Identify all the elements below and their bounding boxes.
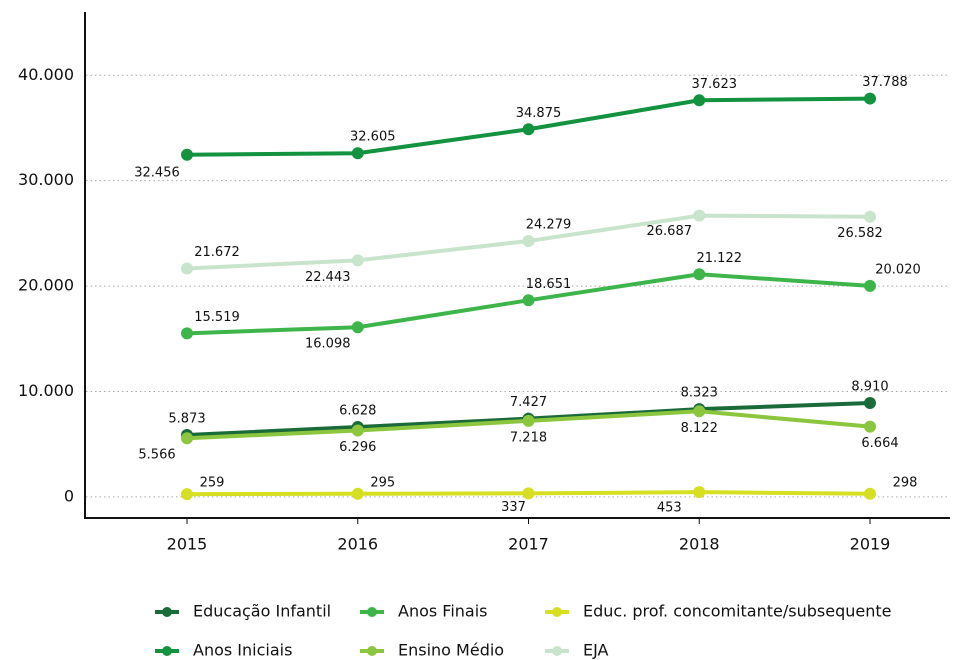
data-label: 6.296 — [339, 440, 376, 455]
x-tick-label: 2019 — [850, 535, 891, 554]
data-label: 337 — [501, 500, 526, 515]
legend-label: Anos Finais — [398, 602, 488, 621]
data-point — [522, 234, 535, 247]
data-point — [864, 420, 876, 433]
data-label: 259 — [200, 476, 225, 491]
data-point — [522, 414, 535, 427]
y-tick-label: 30.000 — [18, 170, 74, 189]
data-label: 6.628 — [339, 404, 376, 419]
data-point — [351, 254, 364, 267]
data-label: 32.605 — [350, 130, 396, 145]
data-label: 6.664 — [861, 436, 898, 451]
x-tick-label: 2015 — [167, 535, 208, 554]
data-point — [351, 321, 364, 334]
data-point — [864, 92, 876, 105]
legend-label: Educ. prof. concomitante/subsequente — [583, 602, 891, 621]
data-label: 18.651 — [526, 277, 572, 292]
legend-swatch — [367, 607, 377, 617]
data-point — [864, 396, 876, 409]
data-point — [181, 327, 193, 340]
y-tick-label: 0 — [64, 486, 74, 505]
x-tick-label: 2016 — [337, 535, 378, 554]
data-point — [693, 268, 706, 281]
data-point — [864, 210, 876, 223]
data-label: 7.427 — [510, 395, 547, 410]
y-tick-label: 40.000 — [18, 65, 74, 84]
data-label: 295 — [370, 475, 395, 490]
data-point — [522, 294, 535, 307]
legend-swatch — [552, 607, 562, 617]
legend-swatch — [162, 607, 172, 617]
legend-label: Ensino Médio — [398, 641, 504, 660]
data-label: 16.098 — [305, 337, 351, 352]
data-point — [181, 432, 193, 445]
data-label: 37.623 — [692, 77, 738, 92]
data-label: 8.323 — [681, 386, 718, 401]
legend-swatch — [367, 646, 377, 656]
data-label: 21.672 — [194, 245, 240, 260]
data-label: 453 — [657, 501, 682, 516]
data-label: 37.788 — [862, 75, 908, 90]
legend-label: Anos Iniciais — [193, 641, 292, 660]
data-point — [693, 94, 706, 107]
legend-label: Educação Infantil — [193, 602, 331, 621]
data-point — [693, 405, 706, 418]
data-point — [351, 147, 364, 160]
data-label: 32.456 — [134, 165, 180, 180]
x-tick-label: 2018 — [679, 535, 720, 554]
data-label: 22.443 — [305, 270, 351, 285]
data-point — [693, 486, 706, 499]
data-label: 34.875 — [516, 106, 562, 121]
data-point — [864, 279, 876, 292]
data-label: 7.218 — [510, 430, 547, 445]
data-label: 24.279 — [526, 217, 572, 232]
data-label: 20.020 — [875, 262, 921, 277]
data-point — [351, 487, 364, 500]
data-point — [693, 209, 706, 222]
data-label: 15.519 — [194, 310, 240, 325]
x-tick-label: 2017 — [508, 535, 549, 554]
data-label: 8.910 — [851, 379, 888, 394]
data-label: 5.566 — [138, 448, 175, 463]
legend-swatch — [552, 646, 562, 656]
data-label: 26.687 — [647, 224, 693, 239]
data-label: 5.873 — [168, 412, 205, 427]
legend-swatch — [162, 646, 172, 656]
y-tick-label: 10.000 — [18, 381, 74, 400]
y-tick-label: 20.000 — [18, 276, 74, 295]
data-label: 26.582 — [837, 226, 883, 241]
data-point — [864, 487, 876, 500]
data-label: 8.122 — [681, 421, 718, 436]
data-point — [522, 123, 535, 136]
data-point — [181, 148, 193, 161]
legend-label: EJA — [583, 641, 609, 660]
data-point — [181, 262, 193, 275]
data-point — [181, 488, 193, 501]
data-label: 298 — [893, 475, 918, 490]
data-label: 21.122 — [697, 251, 743, 266]
data-point — [351, 424, 364, 437]
data-point — [522, 487, 535, 500]
